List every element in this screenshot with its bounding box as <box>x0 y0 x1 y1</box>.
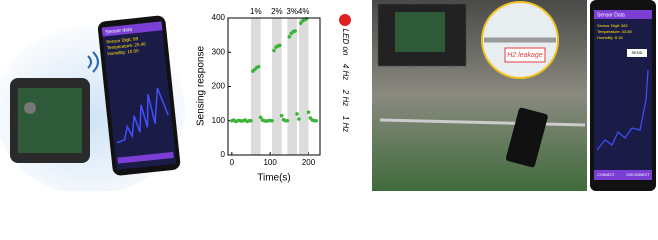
x-tick-label: 100 <box>263 158 277 167</box>
chart: 200 100 0 400 300 200 100 0 4%3%2% 1% Sensing res… <box>196 7 351 184</box>
region-label: 2% <box>271 7 283 16</box>
reading: Sensor Digit: 89 <box>106 36 139 44</box>
phone-button <box>117 151 174 164</box>
phone-plot <box>596 69 649 151</box>
led-icon <box>339 14 351 26</box>
data-point <box>300 18 305 23</box>
app-bar <box>594 10 652 19</box>
data-point <box>308 116 313 120</box>
app-title: Sensor Data <box>597 12 625 18</box>
y-tick-label: 100 <box>212 116 226 125</box>
data-point <box>260 118 265 122</box>
shaded-region <box>287 18 297 155</box>
data-point <box>272 48 276 53</box>
x-axis-label: Time(s) <box>257 173 291 184</box>
y-tick-label: 400 <box>212 13 226 22</box>
y-tick-label: 0 <box>221 150 226 159</box>
button-bar <box>594 170 652 180</box>
reading: Humidity: 8.18 <box>597 35 623 40</box>
right-panel: H2 leakage Sensor Data Sensor Digit: 382… <box>372 0 656 191</box>
figure: Sensor data Sensor Digit: 89 Temperature… <box>0 0 656 195</box>
shaded-region <box>272 18 282 155</box>
callout-box <box>504 47 546 63</box>
y-tick-label: 300 <box>212 47 226 56</box>
data-point <box>295 112 299 116</box>
x-tick-label: 0 <box>230 158 235 167</box>
region-label: 1% <box>250 7 262 16</box>
shaded-region <box>251 18 261 155</box>
data-point <box>258 115 263 120</box>
data-point <box>299 21 303 25</box>
data-point <box>287 35 292 39</box>
data-point <box>274 45 278 49</box>
send-button[interactable] <box>627 49 647 57</box>
callout: H2 leakage <box>507 52 543 59</box>
region-label: 4% <box>298 7 310 16</box>
led-label: 1 Hz <box>341 116 350 132</box>
disconnect-label[interactable]: DISCONNECT <box>626 173 650 177</box>
data-point <box>281 117 286 122</box>
led-label: LED on <box>341 29 350 56</box>
data-point <box>289 31 294 36</box>
y-axis-label: Sensing response <box>196 46 207 126</box>
connect-label[interactable]: CONNECT <box>597 173 615 177</box>
pcb <box>395 12 445 52</box>
hand-phone <box>505 107 548 168</box>
shaded-region <box>298 18 309 155</box>
data-point <box>306 110 311 114</box>
app-title: Sensor data <box>105 27 133 36</box>
reading: Humidity: 10.00 <box>107 48 139 56</box>
screen <box>101 21 177 170</box>
x-tick-label: 200 <box>302 158 316 167</box>
send-label: SEND <box>631 50 642 55</box>
data-point <box>251 69 255 73</box>
sensor <box>24 102 36 114</box>
y-tick-label: 200 <box>212 82 226 91</box>
reading: Temperature: 33.65 <box>597 29 632 34</box>
pcb <box>18 88 82 153</box>
pipe <box>379 118 586 127</box>
led-label: 4 Hz <box>341 64 350 80</box>
left-panel: Sensor data Sensor Digit: 89 Temperature… <box>0 15 185 195</box>
reading: Sensor Digit: 382 <box>597 23 628 28</box>
reading: Temperature: 25.46 <box>107 41 147 50</box>
app-bar <box>101 21 163 37</box>
phone-plot <box>116 87 169 144</box>
data-point <box>230 118 234 123</box>
led-label: 2 Hz <box>341 89 350 106</box>
screen <box>594 10 652 180</box>
data-point <box>279 113 284 118</box>
wireless <box>87 51 99 73</box>
region-label: 3% <box>286 7 298 16</box>
plot-frame <box>227 17 321 156</box>
data-point <box>297 117 301 121</box>
